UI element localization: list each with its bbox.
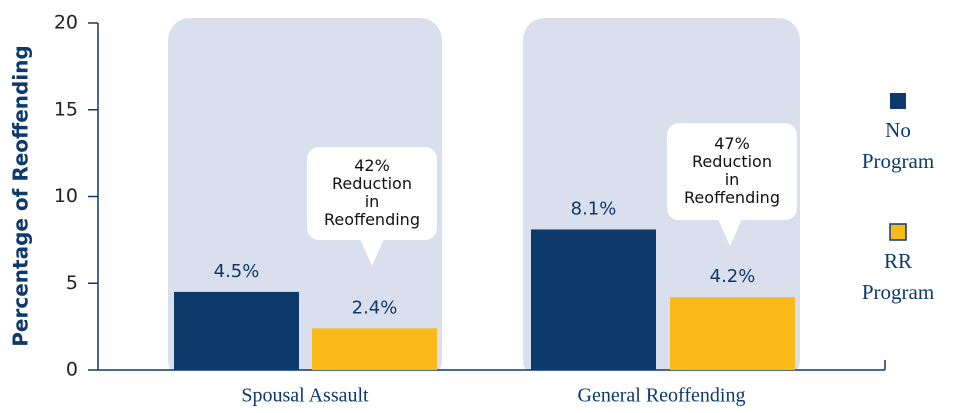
callout-text: 47%: [714, 134, 750, 153]
x-tick-label: Spousal Assault: [241, 385, 369, 407]
bar: [670, 297, 795, 370]
callout-text: in: [365, 192, 380, 211]
callout-text: 42%: [354, 156, 390, 175]
bar: [312, 328, 437, 370]
callout-box: [307, 147, 437, 240]
legend-swatch: [890, 93, 906, 109]
group-panel: [168, 18, 442, 382]
y-axis-label: Percentage of Reoffending: [9, 45, 33, 346]
bar: [531, 229, 656, 370]
callout-text: Reoffending: [684, 188, 780, 207]
legend-box: RR Program: [861, 249, 935, 304]
panel-mask: [150, 370, 830, 390]
callout-text: Reduction: [692, 152, 772, 171]
y-tick-label: 10: [54, 185, 78, 207]
legend-label: No Program: [861, 118, 935, 173]
legend-label: RR Program: [861, 249, 935, 304]
callout-text: Reoffending: [324, 210, 420, 229]
callout-tail: [718, 219, 742, 246]
value-label: 2.4%: [352, 297, 398, 318]
callout-tail: [360, 239, 384, 266]
legend-box: No Program: [861, 118, 935, 173]
y-tick-label: 5: [66, 272, 78, 294]
x-tick-label: General Reoffending: [578, 385, 746, 407]
bar: [174, 291, 299, 370]
callout-text: Reduction: [332, 174, 412, 193]
callout-text: in: [725, 170, 740, 189]
y-tick-label: 15: [54, 98, 78, 120]
y-tick-label: 0: [66, 359, 78, 381]
callout-box: [667, 123, 797, 220]
value-label: 8.1%: [571, 198, 617, 219]
y-tick-label: 20: [54, 12, 78, 34]
value-label: 4.5%: [214, 261, 260, 282]
value-label: 4.2%: [710, 266, 756, 287]
legend-swatch: [889, 223, 907, 241]
